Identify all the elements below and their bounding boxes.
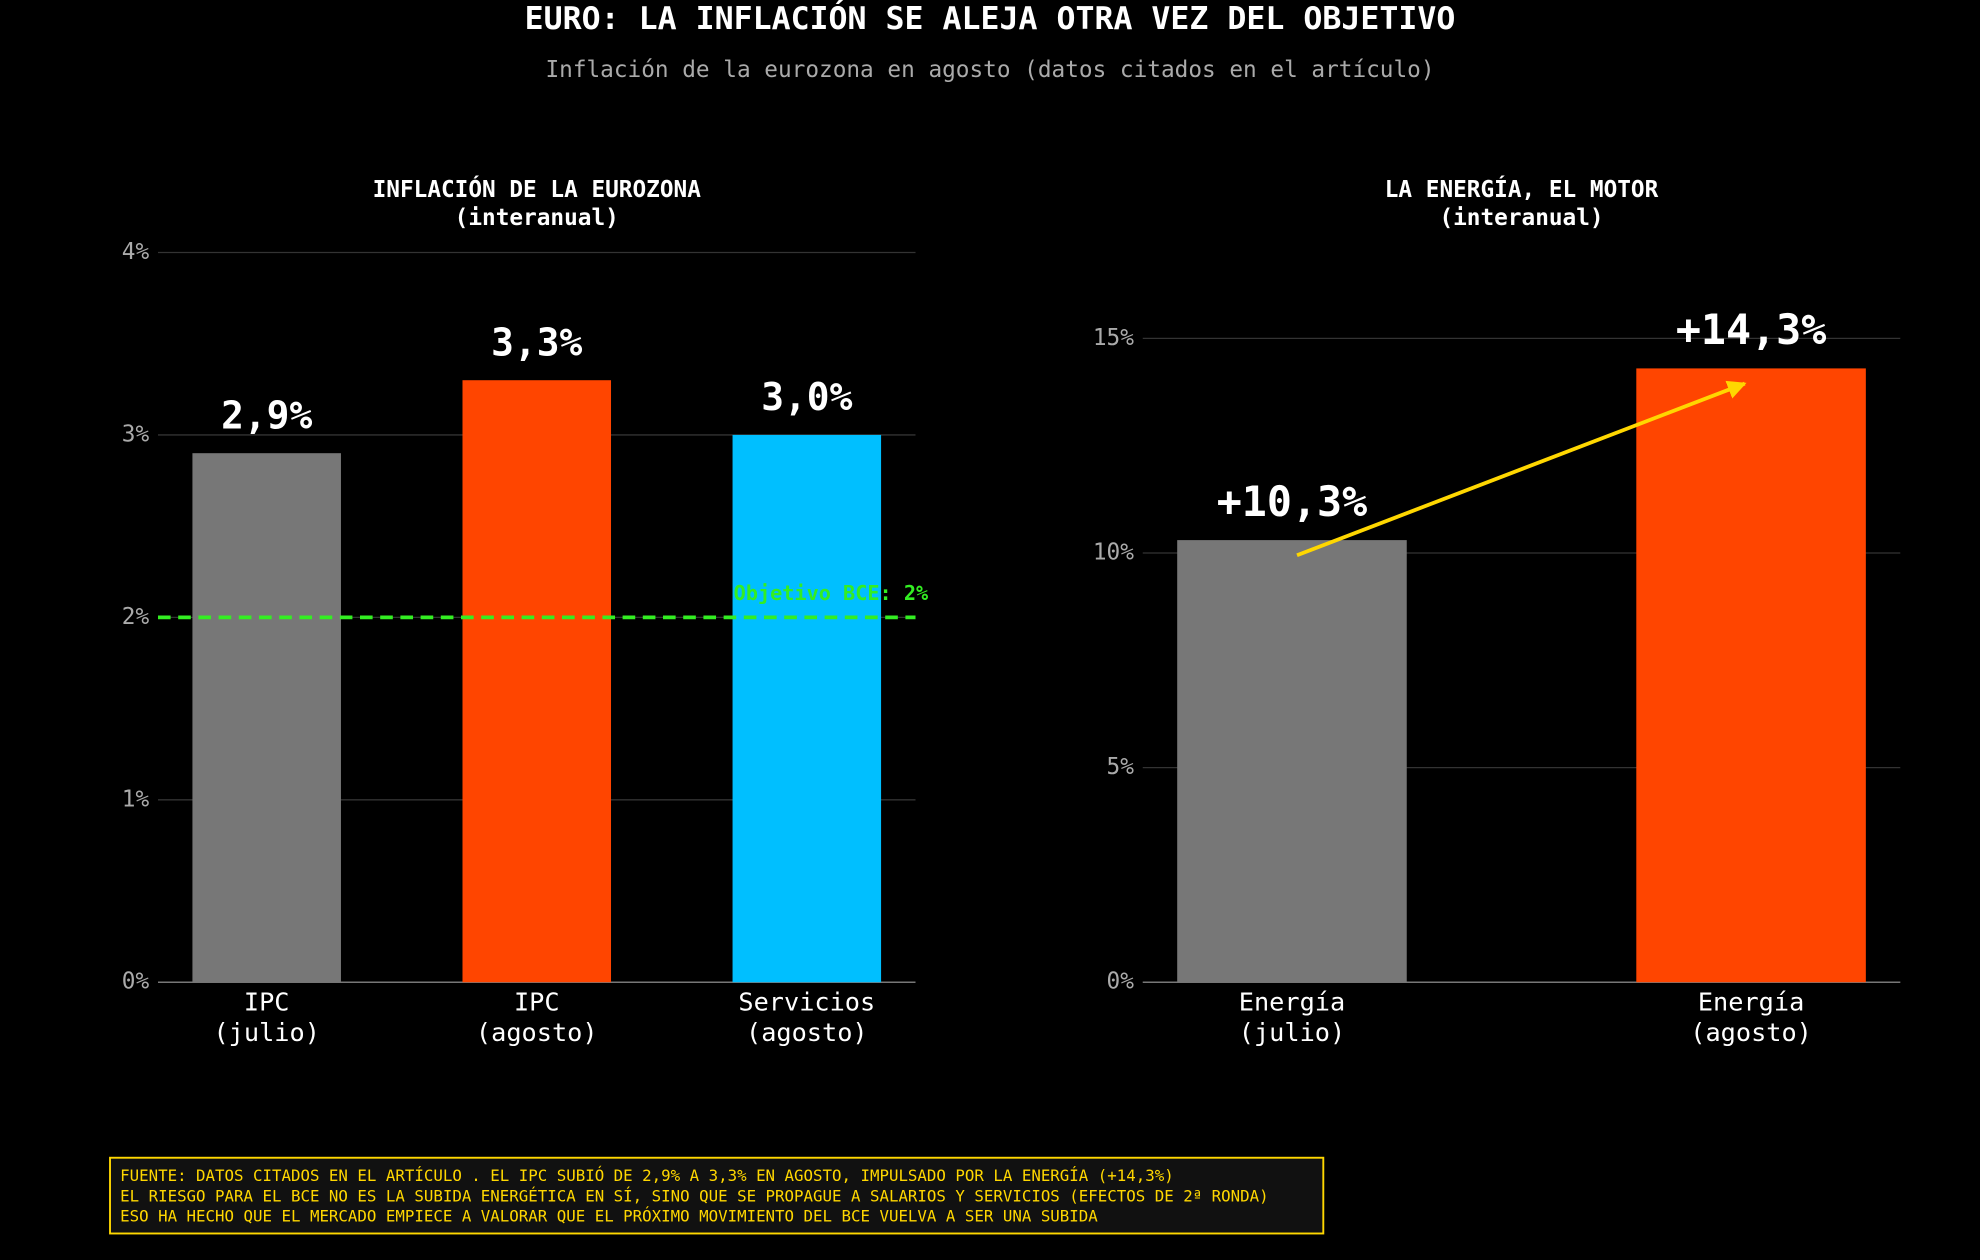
x-tick-label: Energía <box>1239 988 1345 1017</box>
footer-line: EL RIESGO PARA EL BCE NO ES LA SUBIDA EN… <box>120 1186 1269 1205</box>
chart-title: (interanual) <box>1439 205 1603 231</box>
x-tick-label: (julio) <box>213 1018 319 1047</box>
bar <box>1177 540 1407 983</box>
x-tick-label: Servicios <box>738 988 875 1017</box>
x-tick-label: (agosto) <box>1690 1018 1812 1047</box>
x-tick-label: Energía <box>1698 988 1804 1017</box>
value-label: 2,9% <box>221 393 312 437</box>
x-tick-label: (julio) <box>1239 1018 1345 1047</box>
bar <box>732 434 882 983</box>
y-tick-label: 5% <box>1107 754 1135 780</box>
y-tick-label: 3% <box>122 421 150 447</box>
bar <box>462 380 612 983</box>
reference-label: Objetivo BCE: 2% <box>734 581 929 605</box>
value-label: +10,3% <box>1217 477 1367 526</box>
bar <box>192 453 341 983</box>
footer-line: ESO HA HECHO QUE EL MERCADO EMPIECE A VA… <box>120 1207 1098 1226</box>
value-label: 3,0% <box>761 375 852 419</box>
page-subtitle: Inflación de la eurozona en agosto (dato… <box>545 57 1434 83</box>
x-tick-label: (agosto) <box>746 1018 868 1047</box>
page-title: EURO: LA INFLACIÓN SE ALEJA OTRA VEZ DEL… <box>525 0 1456 37</box>
x-tick-label: IPC <box>514 988 560 1017</box>
footer-line: FUENTE: DATOS CITADOS EN EL ARTÍCULO . E… <box>120 1166 1174 1185</box>
value-label: +14,3% <box>1676 305 1826 354</box>
x-tick-label: (agosto) <box>476 1018 598 1047</box>
chart-title: (interanual) <box>455 205 619 231</box>
chart-title: INFLACIÓN DE LA EUROZONA <box>373 175 702 203</box>
y-tick-label: 1% <box>122 786 150 812</box>
y-tick-label: 15% <box>1093 325 1134 351</box>
y-tick-label: 10% <box>1093 539 1134 565</box>
x-tick-label: IPC <box>244 988 290 1017</box>
y-tick-label: 0% <box>1107 969 1135 995</box>
value-label: 3,3% <box>491 320 582 364</box>
y-tick-label: 4% <box>122 239 150 265</box>
bar <box>1636 368 1866 983</box>
trend-arrow <box>1296 380 1747 558</box>
footer-box <box>109 1156 1325 1235</box>
y-tick-label: 0% <box>122 969 150 995</box>
chart-title: LA ENERGÍA, EL MOTOR <box>1385 175 1659 203</box>
y-tick-label: 2% <box>122 604 150 630</box>
